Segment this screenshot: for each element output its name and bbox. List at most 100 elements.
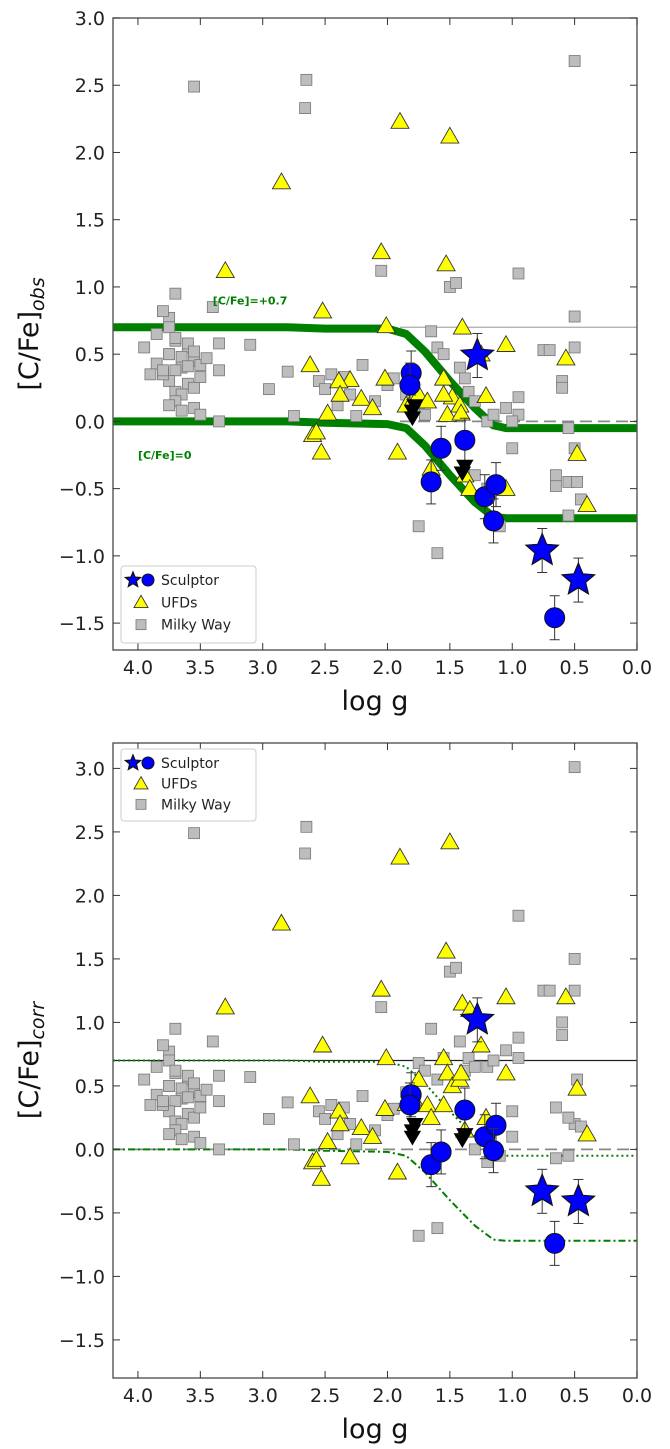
x-tick-label: 4.0: [123, 657, 153, 679]
data-point: [200, 352, 213, 365]
data-point: [350, 1138, 363, 1151]
data-point: [412, 1057, 425, 1069]
legend-label: Sculptor: [161, 573, 219, 589]
data-point: [481, 1060, 494, 1073]
data-point: [157, 1039, 169, 1052]
data-point: [306, 1149, 327, 1167]
data-point: [420, 471, 442, 493]
data-point: [436, 254, 456, 272]
data-point: [390, 111, 410, 129]
data-point: [271, 913, 292, 931]
data-point: [215, 997, 236, 1015]
data-point: [506, 442, 519, 455]
data-point: [375, 264, 388, 277]
y-tick-label: −0.5: [59, 1203, 105, 1225]
series-sculptor-stars: [459, 333, 596, 603]
data-point: [325, 368, 338, 381]
data-point: [312, 301, 333, 319]
series-milky-way: [138, 761, 587, 1242]
data-point: [476, 385, 496, 404]
data-point: [562, 1149, 575, 1162]
data-point: [330, 1114, 350, 1132]
data-point: [362, 398, 383, 416]
data-point: [468, 1143, 481, 1156]
data-point: [206, 301, 219, 314]
x-tick-label: 1.5: [435, 657, 465, 679]
data-point: [169, 364, 182, 377]
data-point: [306, 422, 327, 440]
data-point: [543, 344, 556, 357]
y-tick-label: 0.0: [75, 1139, 105, 1161]
data-point: [406, 399, 424, 415]
data-point: [500, 1044, 512, 1057]
data-point: [281, 1096, 294, 1109]
data-point: [483, 1140, 505, 1162]
x-tick-label: 3.0: [248, 657, 278, 679]
data-point: [524, 531, 560, 566]
data-point: [430, 437, 452, 459]
data-point: [450, 961, 462, 974]
data-point: [144, 1099, 157, 1111]
data-point: [485, 474, 507, 496]
data-point: [430, 1141, 452, 1163]
panel-1: 4.0 3.5 3.0 2.5 2.0 1.5 1.0 0.5 0.0 −1.5 −1.0 −0.5 0…: [14, 8, 652, 717]
legend-square-icon: [135, 619, 147, 631]
data-point: [213, 337, 225, 350]
data-point: [351, 388, 372, 406]
data-point: [150, 1060, 163, 1073]
data-point: [425, 1022, 438, 1035]
data-point: [340, 369, 360, 387]
plot-area: [113, 761, 637, 1266]
data-point: [213, 1069, 225, 1082]
data-point: [356, 1090, 369, 1102]
data-point: [390, 847, 410, 865]
data-point: [496, 334, 516, 352]
data-point: [568, 984, 581, 997]
data-point: [567, 443, 587, 461]
y-tick-label: 3.0: [75, 758, 105, 780]
data-point: [206, 1035, 219, 1048]
data-point: [300, 73, 313, 86]
data-point: [169, 1064, 182, 1077]
data-point: [487, 1054, 500, 1067]
data-point: [419, 1064, 431, 1077]
data-point: [468, 1060, 481, 1073]
data-point: [213, 364, 225, 377]
data-point: [188, 402, 200, 414]
data-point: [150, 328, 163, 340]
y-tick-label: 1.0: [75, 277, 105, 299]
data-point: [312, 375, 325, 387]
data-point: [375, 1098, 395, 1116]
data-point: [163, 399, 176, 412]
data-point: [169, 1022, 182, 1035]
data-point: [138, 341, 151, 354]
data-point: [213, 1143, 225, 1156]
data-point: [556, 348, 576, 366]
data-point: [387, 442, 408, 460]
data-point: [311, 1168, 332, 1186]
x-tick-label: 3.0: [248, 1385, 278, 1407]
data-point: [568, 310, 581, 323]
data-point: [312, 1035, 333, 1053]
legend-box: [120, 565, 257, 644]
data-point: [524, 1172, 560, 1207]
data-point: [163, 1105, 176, 1118]
y-tick-label: −0.5: [59, 479, 105, 501]
curve-annotation: [C/Fe]=0: [138, 449, 192, 462]
data-point: [483, 510, 505, 532]
series-milky-way: [138, 55, 587, 560]
y-tick-label: −1.0: [59, 546, 105, 568]
x-tick-label: 0.0: [622, 657, 652, 679]
data-point: [299, 847, 312, 860]
y-tick-label: 1.0: [75, 1012, 105, 1034]
data-point: [163, 321, 176, 334]
data-point: [200, 1083, 213, 1096]
data-point: [376, 316, 397, 334]
data-point: [543, 984, 556, 997]
data-point: [387, 1162, 408, 1180]
data-point: [433, 1048, 454, 1066]
legend-label: Milky Way: [161, 797, 231, 813]
data-point: [512, 391, 525, 404]
legend: Sculptor UFDs Milky Way: [120, 748, 257, 822]
